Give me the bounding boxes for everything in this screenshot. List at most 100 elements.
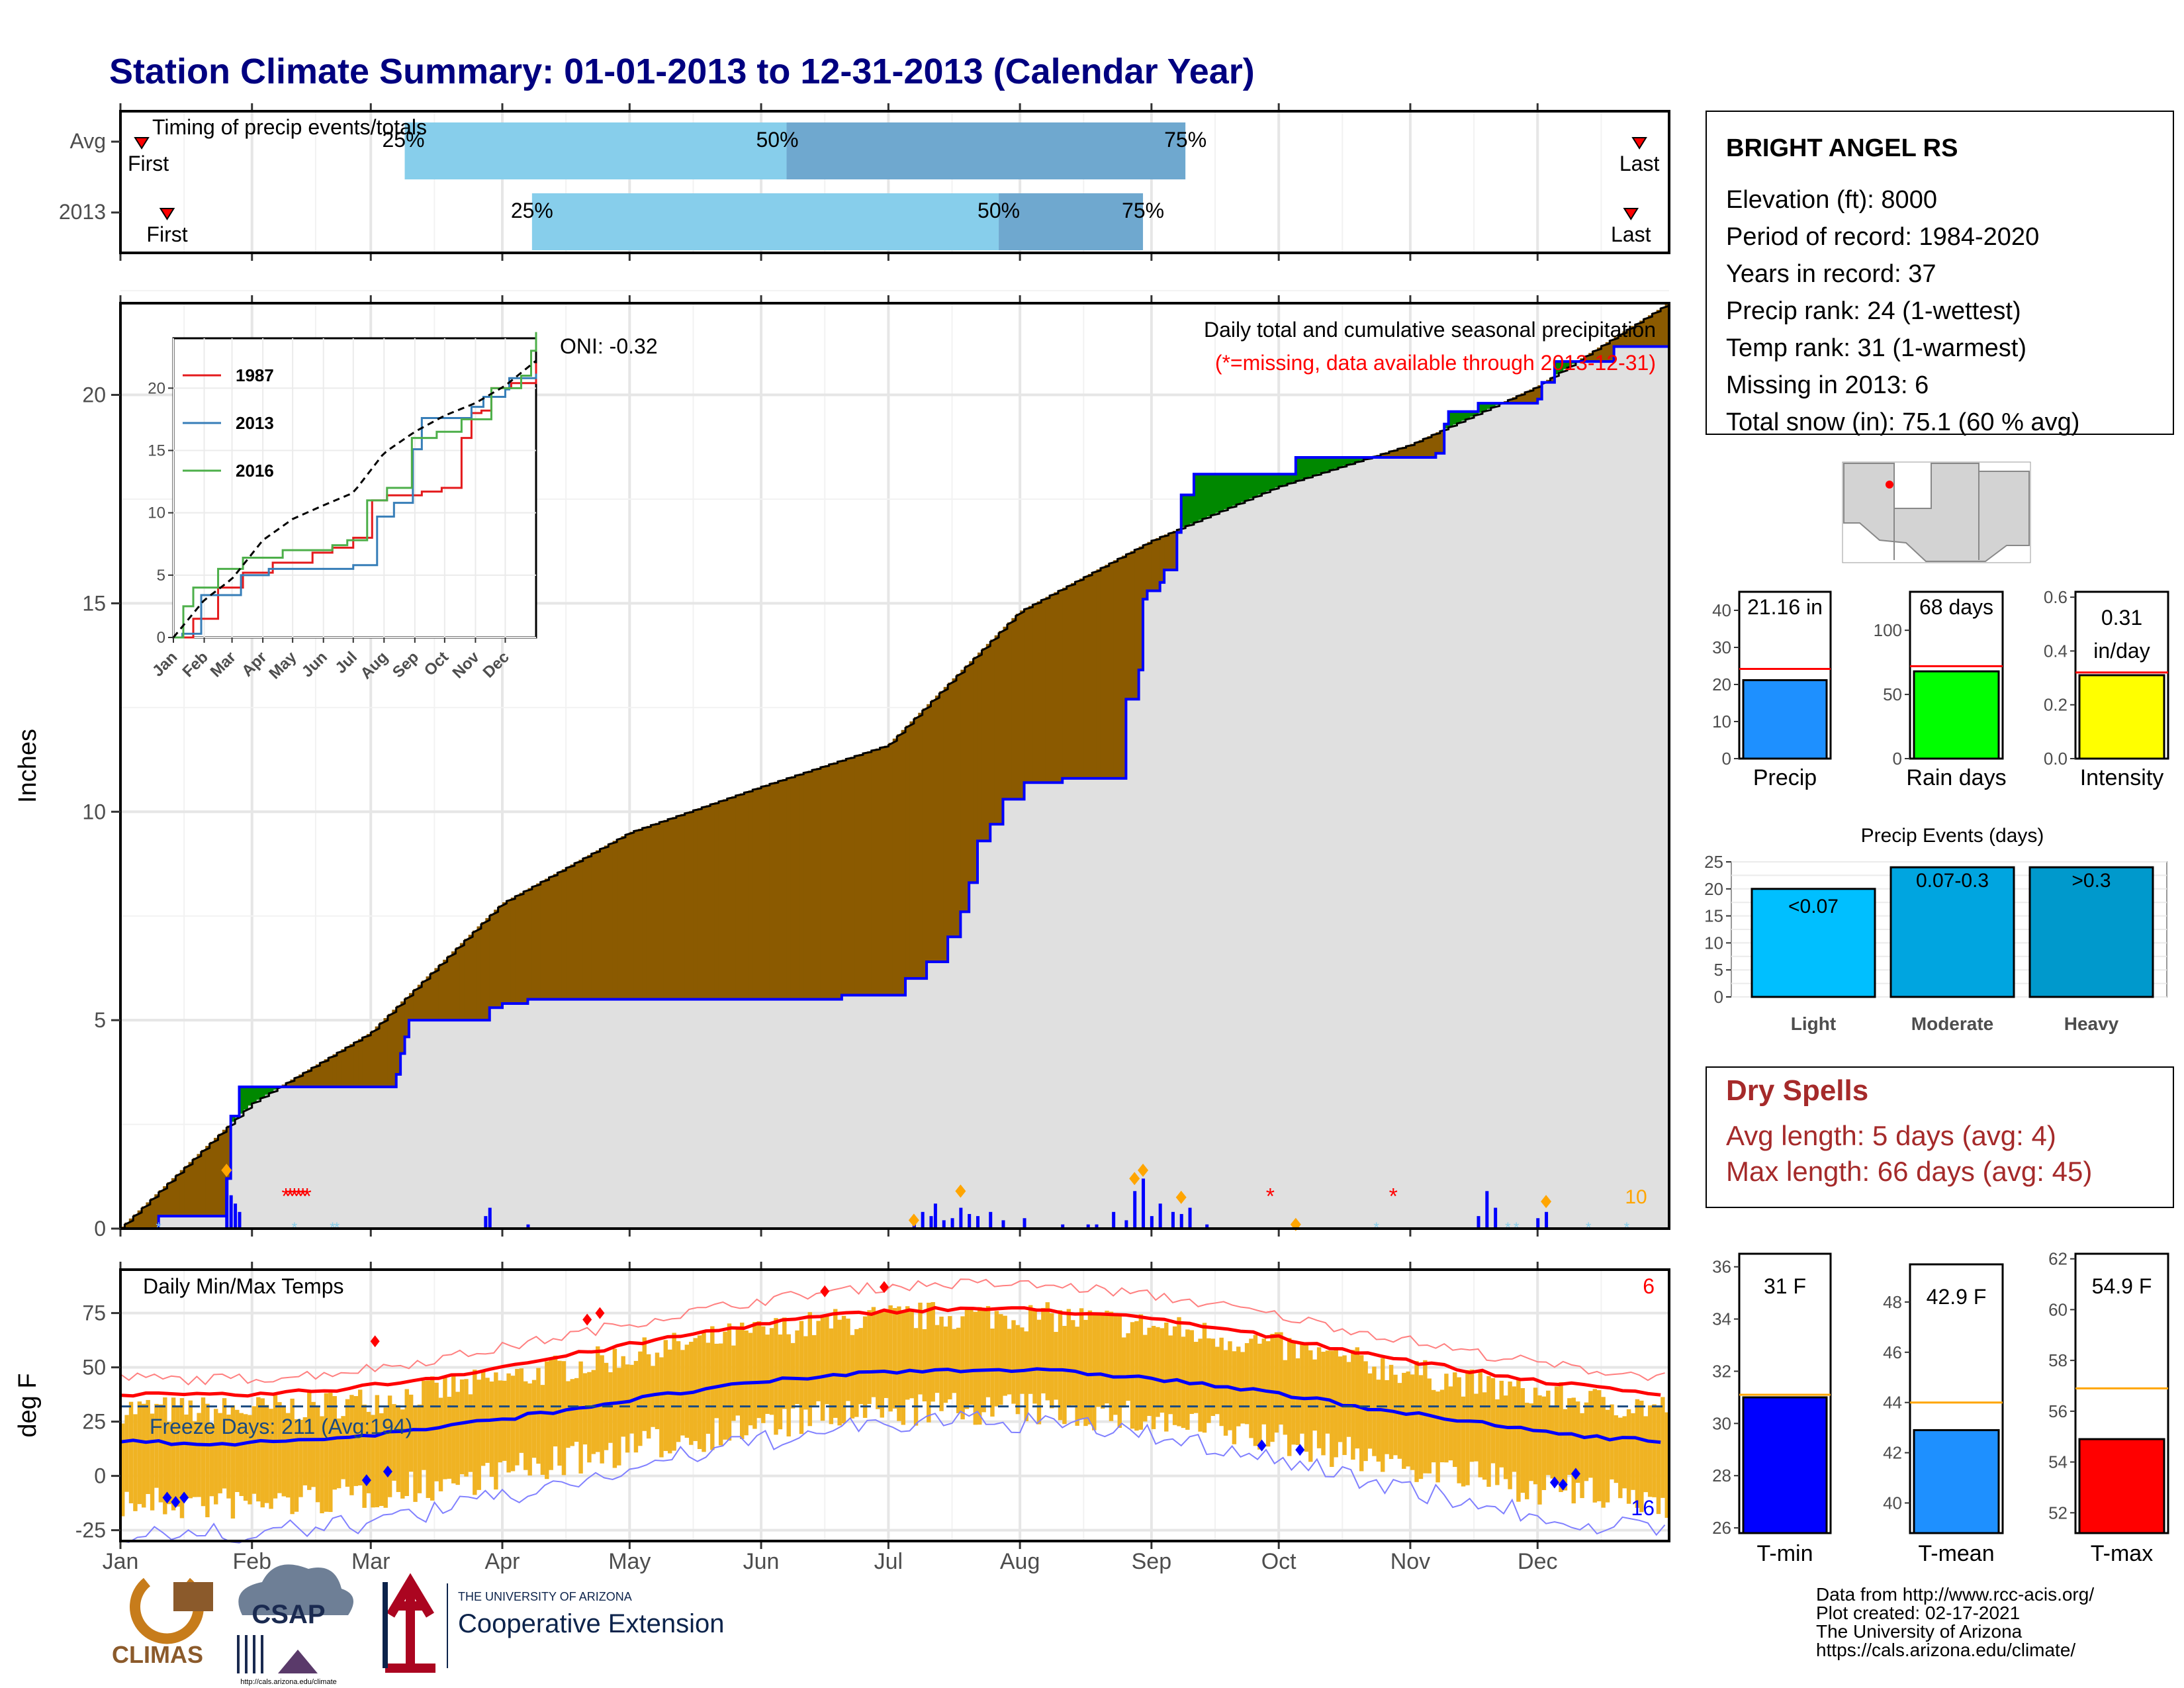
daily-temp-bar <box>1193 1342 1199 1413</box>
daily-temp-bar <box>239 1413 244 1496</box>
daily-temp-bar <box>447 1397 452 1479</box>
difference-bar <box>455 947 461 1021</box>
daily-temp-bar <box>999 1314 1003 1405</box>
difference-bar <box>248 1086 253 1106</box>
precip-events-value-label: <0.07 <box>1788 896 1839 917</box>
climas-text: CLIMAS <box>112 1641 203 1668</box>
difference-bar <box>1359 457 1365 461</box>
last-label: Last <box>1611 222 1651 246</box>
timing-row-label: Avg <box>69 129 106 153</box>
daily-temp-bar <box>927 1302 931 1423</box>
daily-temp-bar <box>1117 1314 1122 1429</box>
summary-bar <box>1913 670 2000 760</box>
summary-value-label: 21.16 in <box>1747 595 1823 619</box>
difference-bar <box>251 1086 257 1103</box>
daily-temp-bar <box>188 1400 193 1499</box>
record-low-diamond-icon <box>162 1491 172 1504</box>
daily-temp-bar <box>362 1404 367 1508</box>
daily-temp-bar <box>451 1376 456 1483</box>
difference-bar <box>146 1202 151 1229</box>
y-tick-label: 10 <box>82 800 106 823</box>
daily-precip-bar <box>1112 1211 1116 1229</box>
daily-temp-bar <box>948 1316 952 1399</box>
difference-bar <box>927 704 932 962</box>
difference-bar <box>205 1146 210 1217</box>
daily-precip-bar <box>942 1220 946 1229</box>
difference-bar <box>723 799 728 1000</box>
summary-y-tick-label: 48 <box>1883 1292 1902 1312</box>
difference-bar <box>167 1182 172 1217</box>
daily-temp-bar <box>413 1405 418 1502</box>
precip-events-value-label: 0.07-0.3 <box>1916 870 1989 892</box>
daily-temp-bar <box>1508 1382 1512 1489</box>
missing-day-star-icon: * <box>286 1184 295 1209</box>
y-tick-label: 15 <box>82 591 106 615</box>
difference-bar <box>566 867 571 1000</box>
daily-temp-bar <box>596 1346 600 1452</box>
inset-lines <box>172 332 537 639</box>
daily-temp-bar <box>1626 1409 1631 1504</box>
difference-bar <box>1610 339 1615 362</box>
difference-bar <box>612 841 617 1000</box>
difference-bar <box>854 755 860 996</box>
difference-bar <box>1647 315 1653 347</box>
summary-y-tick-label: 42 <box>1883 1443 1902 1463</box>
daily-temp-bar <box>1215 1346 1220 1415</box>
daily-temp-bar <box>1461 1396 1466 1487</box>
summary-y-tick-label: 40 <box>1883 1493 1902 1513</box>
difference-bar <box>1283 474 1288 485</box>
difference-bar <box>1066 585 1071 778</box>
difference-bar <box>807 771 813 1000</box>
difference-bar <box>1351 457 1356 463</box>
difference-bar <box>1584 355 1589 362</box>
difference-bar <box>1172 530 1177 571</box>
difference-bar <box>1134 549 1140 700</box>
difference-bar <box>494 910 499 1008</box>
difference-bar <box>1160 536 1165 583</box>
dry-spells-avg: Avg length: 5 days (avg: 4) <box>1726 1120 2056 1151</box>
difference-bar <box>1423 438 1428 457</box>
difference-bar <box>336 1051 341 1087</box>
summary-value-label: 31 F <box>1764 1274 1806 1298</box>
summary-y-tick-label: 0 <box>1893 749 1902 769</box>
observed-cumulative-line <box>120 345 1669 1230</box>
difference-bar <box>1388 451 1394 457</box>
daily-temp-bar <box>1223 1350 1228 1436</box>
daily-precip-bar <box>929 1216 933 1229</box>
credit-url: https://cals.arizona.edu/climate/ <box>1816 1640 2075 1660</box>
station-line: Total snow (in): 75.1 (60 % avg) <box>1726 408 2079 436</box>
daily-precip-bar <box>976 1216 980 1229</box>
difference-bar <box>1249 474 1254 498</box>
difference-bar <box>459 943 465 1021</box>
daily-temp-bar <box>459 1379 465 1475</box>
daily-temp-bar <box>1402 1372 1406 1469</box>
difference-bar <box>1109 562 1114 778</box>
daily-temp-bar <box>1490 1378 1496 1464</box>
daily-temp-bar <box>909 1310 914 1399</box>
daily-temp-bar <box>1423 1360 1428 1474</box>
summary-y-tick-label: 36 <box>1712 1257 1731 1277</box>
difference-bar <box>829 763 834 1000</box>
difference-bar <box>515 895 520 1004</box>
daily-temp-bar <box>434 1382 439 1481</box>
summary-y-tick-label: 60 <box>2048 1299 2068 1319</box>
difference-bar <box>1304 457 1309 478</box>
precip-events-bar <box>2028 866 2154 998</box>
difference-bar <box>999 631 1004 825</box>
daily-temp-bar <box>277 1402 282 1493</box>
difference-bar <box>1661 307 1666 347</box>
daily-temp-bar <box>1563 1409 1568 1491</box>
record-low-diamond-icon <box>1295 1444 1305 1456</box>
daily-temp-bar <box>1635 1399 1640 1508</box>
daily-temp-bar <box>960 1316 965 1420</box>
difference-bar <box>396 1006 401 1074</box>
daily-precip-bar <box>1179 1213 1183 1229</box>
difference-bar <box>820 767 825 1000</box>
daily-temp-bar <box>833 1309 838 1418</box>
difference-bar <box>1355 457 1360 462</box>
difference-bar <box>175 1174 181 1217</box>
difference-bar <box>786 777 792 1000</box>
difference-bar <box>646 825 651 1000</box>
difference-bar <box>269 1086 274 1092</box>
station-name: BRIGHT ANGEL RS <box>1726 134 1958 162</box>
